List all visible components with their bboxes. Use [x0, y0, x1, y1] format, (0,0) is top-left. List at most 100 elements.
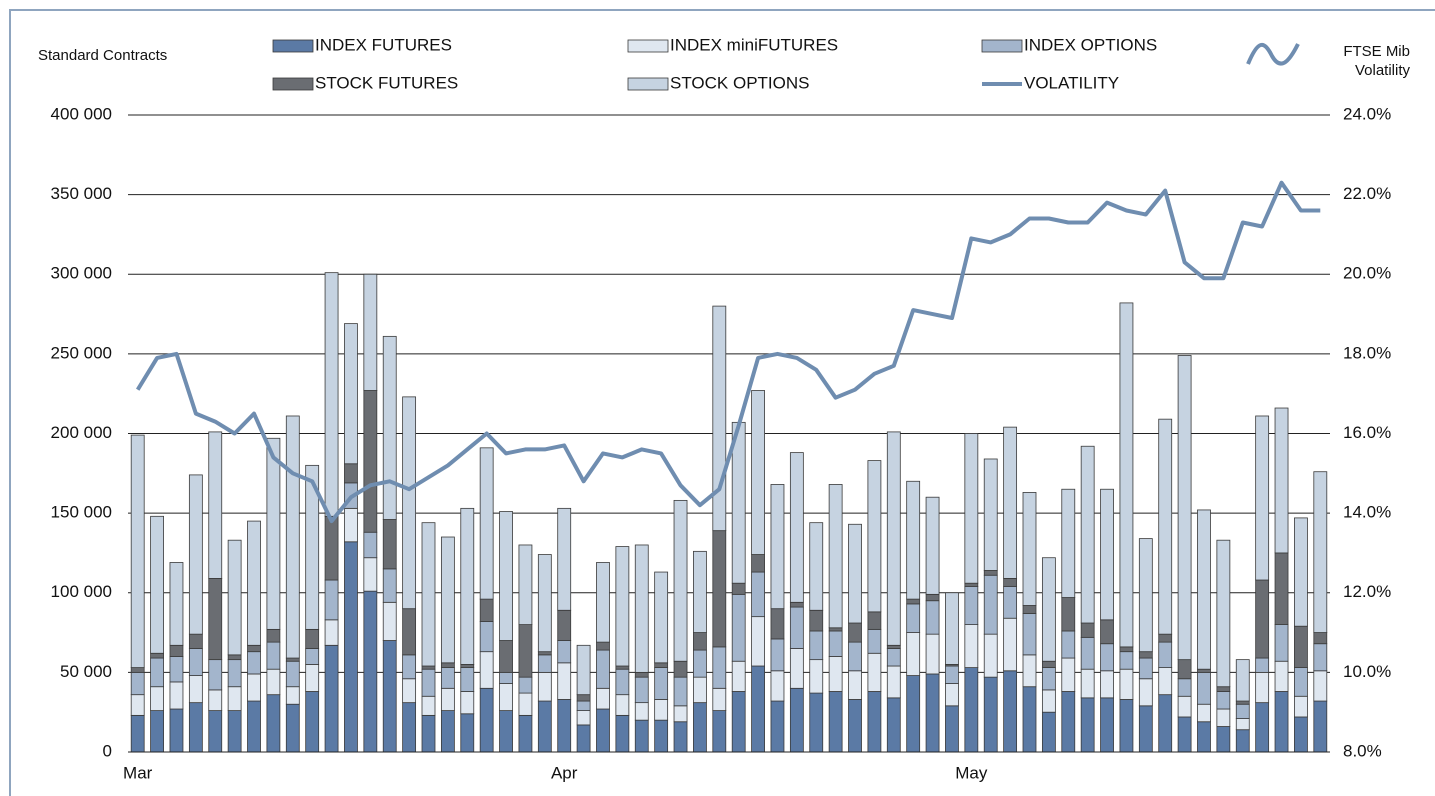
- bar-segment: [1100, 697, 1114, 753]
- bar-segment: [751, 554, 765, 573]
- y-axis-label: Standard Contracts: [38, 47, 167, 64]
- bar-segment: [1294, 517, 1308, 627]
- bar-segment: [906, 675, 921, 753]
- bar-segment: [964, 667, 979, 753]
- bar-segment: [1158, 667, 1173, 696]
- bar-segment: [1100, 619, 1114, 645]
- bar-segment: [886, 648, 901, 667]
- bar-segment: [1197, 668, 1211, 673]
- bar-segment: [945, 665, 959, 684]
- bar-segment: [1313, 700, 1328, 753]
- bar-segment: [266, 668, 281, 696]
- bar-segment: [1041, 711, 1056, 753]
- bar-segment: [1294, 667, 1308, 697]
- bar-segment: [421, 665, 436, 670]
- bar-segment: [285, 660, 300, 688]
- legend-label: INDEX OPTIONS: [1024, 35, 1157, 54]
- bar-segment: [363, 531, 378, 559]
- bar-segment: [1022, 613, 1037, 656]
- bar-segment: [731, 691, 746, 753]
- bar-segment: [440, 662, 455, 668]
- bar-segment: [654, 667, 669, 700]
- legend-swatch: [272, 39, 314, 53]
- bar-segment: [247, 651, 261, 675]
- bar-segment: [1138, 651, 1153, 659]
- bar-segment: [615, 546, 630, 667]
- bar-segment: [964, 433, 979, 584]
- bar-segment: [1138, 705, 1153, 753]
- bar-segment: [285, 657, 300, 662]
- y-tick-label: 250 000: [51, 343, 112, 362]
- bar-segment: [1216, 691, 1231, 710]
- bar-segment: [751, 390, 765, 555]
- bar-segment: [324, 619, 339, 646]
- bar-segment: [518, 676, 533, 694]
- bar-segment: [615, 665, 630, 670]
- bar-segment: [266, 628, 281, 643]
- y2-tick-label: 16.0%: [1343, 423, 1391, 442]
- bar-segment: [324, 579, 339, 621]
- bar-segment: [150, 652, 164, 659]
- bar-segment: [1022, 492, 1037, 606]
- bar-segment: [731, 582, 746, 595]
- bar-segment: [596, 641, 610, 651]
- bar-segment: [537, 554, 552, 653]
- bar-segment: [712, 530, 727, 648]
- bar-segment: [925, 600, 940, 635]
- bar-segment: [130, 671, 145, 696]
- bar-segment: [1255, 415, 1270, 581]
- bar-segment: [848, 699, 862, 753]
- bar-segment: [1255, 657, 1270, 673]
- bar-segment: [537, 700, 552, 753]
- bar-segment: [770, 608, 785, 640]
- legend-label: VOLATILITY: [1024, 73, 1119, 92]
- bar-segment: [537, 651, 552, 656]
- bar-segment: [557, 640, 572, 664]
- bar-segment: [1061, 488, 1076, 598]
- bar-segment: [557, 662, 572, 700]
- bar-segment: [770, 700, 785, 753]
- bar-segment: [285, 415, 300, 659]
- y2-tick-label: 8.0%: [1343, 741, 1382, 760]
- bar-segment: [673, 499, 688, 662]
- bar-segment: [983, 574, 998, 635]
- bar-segment: [247, 700, 261, 753]
- legend-label: INDEX FUTURES: [315, 35, 452, 54]
- bar-segment: [693, 632, 707, 651]
- bar-segment: [1003, 617, 1018, 672]
- bar-segment: [557, 507, 572, 611]
- bar-segment: [1294, 625, 1308, 668]
- y2-tick-label: 22.0%: [1343, 184, 1391, 203]
- bar-segment: [1003, 426, 1018, 579]
- bar-segment: [828, 627, 843, 632]
- bar-segment: [925, 673, 940, 753]
- y2-tick-label: 24.0%: [1343, 104, 1391, 123]
- bar-segment: [1100, 488, 1114, 621]
- y2-axis-label: FTSE Mib: [1343, 43, 1410, 60]
- bar-segment: [324, 515, 339, 581]
- bar-segment: [382, 519, 397, 570]
- bar-segment: [906, 480, 921, 600]
- bar-segment: [712, 710, 727, 753]
- bar-segment: [576, 724, 591, 753]
- bar-segment: [227, 654, 242, 661]
- bar-segment: [363, 390, 378, 533]
- bar-segment: [615, 694, 630, 716]
- bar-segment: [499, 640, 513, 673]
- bar-segment: [789, 601, 804, 608]
- legend-swatch: [981, 39, 1023, 53]
- bar-segment: [983, 676, 998, 753]
- bar-segment: [1022, 654, 1037, 688]
- bar-segment: [1235, 729, 1250, 753]
- bar-segment: [712, 687, 727, 711]
- bar-segment: [906, 632, 921, 676]
- bar-segment: [751, 571, 765, 618]
- bar-segment: [1255, 579, 1270, 659]
- bar-segment: [1235, 703, 1250, 719]
- bar-segment: [479, 447, 494, 600]
- bar-segment: [1138, 678, 1153, 707]
- bar-segment: [208, 659, 223, 691]
- bar-segment: [1313, 471, 1328, 633]
- bar-segment: [906, 603, 921, 633]
- bar-segment: [247, 520, 261, 646]
